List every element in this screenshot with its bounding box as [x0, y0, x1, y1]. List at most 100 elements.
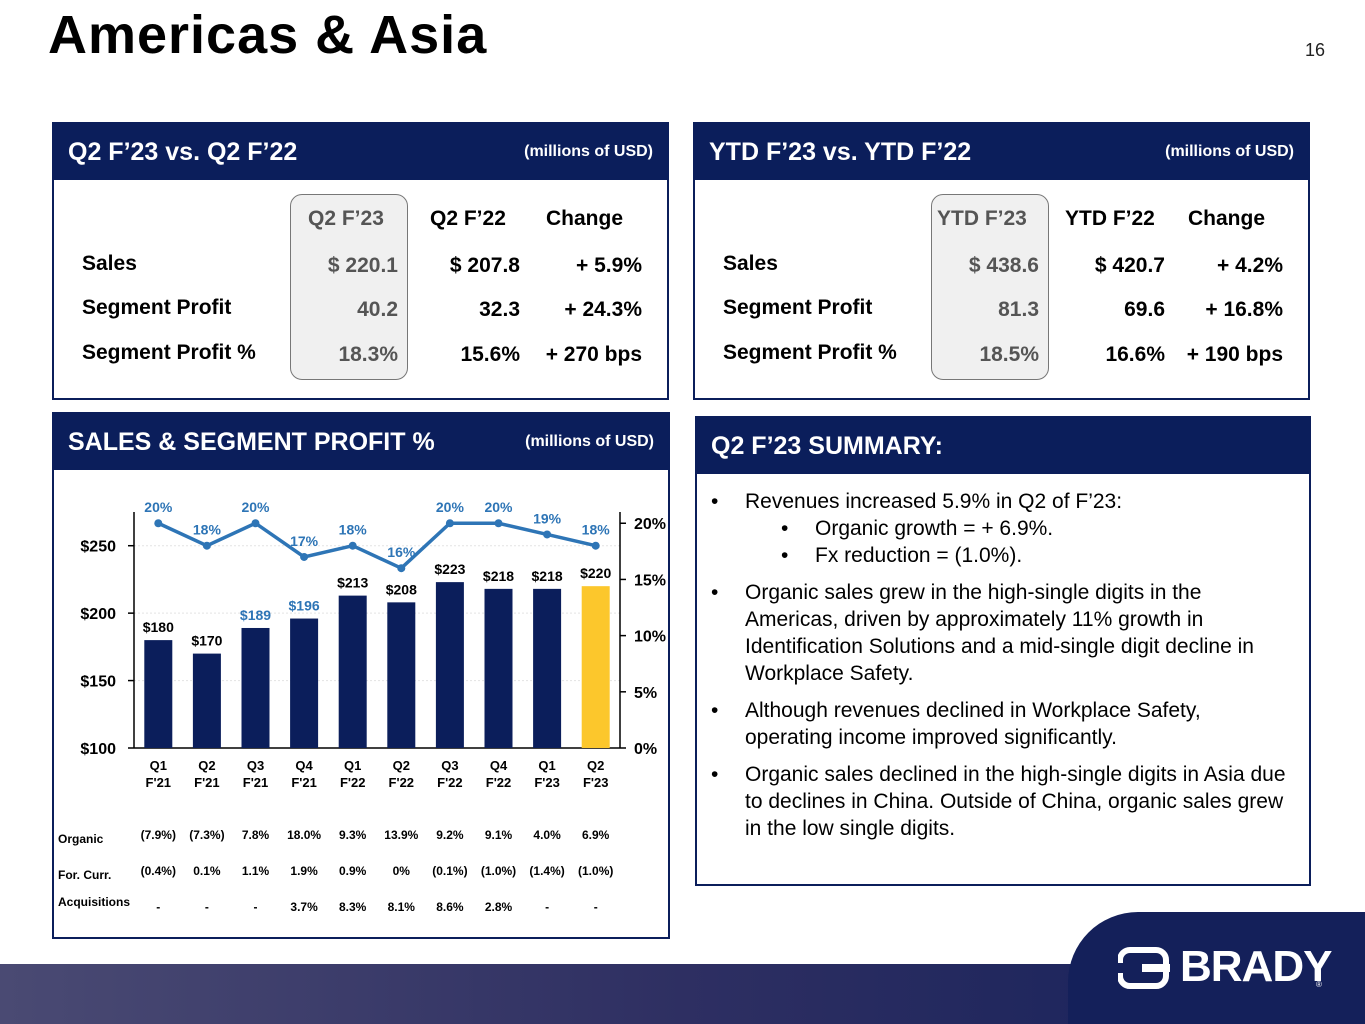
ytd-profit-pct-prior: 16.6% [1105, 343, 1165, 366]
y-left-tick-label: $150 [80, 674, 116, 691]
summary-item: • Although revenues declined in Workplac… [711, 697, 1289, 751]
growth-cell: - [253, 900, 258, 914]
ytd-col-head-prior: YTD F’22 [1065, 207, 1155, 230]
growth-cell: - [593, 900, 598, 914]
ytd-panel-unit: (millions of USD) [1165, 143, 1294, 160]
y-right-tick-label: 0% [634, 741, 657, 758]
y-right-tick-label: 5% [634, 685, 657, 702]
profit-pct-point [300, 552, 309, 561]
x-tick-label: Q3 [441, 758, 458, 773]
profit-pct-label: 20% [484, 499, 513, 515]
summary-item-text: Although revenues declined in Workplace … [745, 699, 1201, 749]
q2-row-label-profit-pct: Segment Profit % [82, 341, 256, 364]
bar-value-label: $208 [386, 581, 417, 597]
profit-pct-label: 20% [436, 499, 465, 515]
bar-value-label: $189 [240, 607, 271, 623]
summary-item: • Organic sales grew in the high-single … [711, 579, 1289, 687]
growth-cell: 0% [392, 864, 410, 878]
chart-panel-header: SALES & SEGMENT PROFIT % (millions of US… [54, 414, 668, 470]
growth-row-label: For. Curr. [58, 868, 112, 882]
summary-item: • Revenues increased 5.9% in Q2 of F’23:… [711, 488, 1289, 569]
bullet-icon: • [711, 581, 719, 604]
chart-panel-title: SALES & SEGMENT PROFIT % [68, 428, 435, 456]
x-tick-label: Q4 [490, 758, 508, 773]
q2-sales-current: $ 220.1 [327, 254, 398, 277]
ytd-sales-prior: $ 420.7 [1094, 254, 1165, 277]
growth-cell: 4.0% [533, 828, 561, 842]
summary-item-text: Organic sales declined in the high-singl… [745, 763, 1286, 840]
profit-pct-point [154, 519, 163, 528]
summary-item-text: Organic sales grew in the high-single di… [745, 581, 1254, 685]
x-tick-label: F'21 [243, 775, 269, 790]
x-tick-label: F'21 [194, 775, 220, 790]
ytd-col-head-current: YTD F’23 [937, 207, 1027, 230]
growth-cell: (1.4%) [529, 864, 565, 878]
bar [484, 588, 513, 748]
growth-row-label: Acquisitions [58, 895, 131, 909]
growth-cell: 7.8% [241, 828, 270, 842]
x-tick-label: Q4 [295, 758, 313, 773]
x-tick-label: Q2 [198, 758, 215, 773]
growth-cell: 8.3% [339, 900, 367, 914]
summary-subitem: • Organic growth = + 6.9%. [745, 515, 1289, 542]
growth-cell: 9.3% [339, 828, 367, 842]
bullet-icon: • [781, 517, 789, 540]
summary-subitem-text: Fx reduction = (1.0%). [815, 544, 1023, 567]
bar-value-label: $220 [580, 565, 611, 581]
growth-cell: (1.0%) [480, 864, 517, 878]
ytd-profit-pct-change: + 190 bps [1186, 343, 1283, 366]
ytd-current-column-highlight [931, 194, 1049, 380]
q2-sales-change: + 5.9% [576, 254, 642, 277]
q2-panel-header: Q2 F’23 vs. Q2 F’22 (millions of USD) [54, 124, 667, 180]
x-tick-label: Q3 [247, 758, 264, 773]
q2-profit-pct-prior: 15.6% [460, 343, 520, 366]
growth-cell: 0.1% [193, 864, 221, 878]
ytd-panel-title: YTD F’23 vs. YTD F’22 [709, 138, 972, 166]
registered-mark: ® [1316, 980, 1322, 989]
bullet-icon: • [711, 763, 719, 786]
profit-pct-point [348, 541, 357, 550]
growth-cell: 0.9% [339, 864, 367, 878]
x-tick-label: F'21 [291, 775, 317, 790]
brand-name: BRADY [1180, 942, 1332, 991]
bar [338, 595, 367, 748]
profit-pct-line [157, 521, 597, 571]
ytd-panel-header: YTD F’23 vs. YTD F’22 (millions of USD) [695, 124, 1308, 180]
growth-cell: 1.1% [241, 864, 270, 878]
growth-cell: (1.0%) [578, 864, 614, 878]
bullet-icon: • [711, 699, 719, 722]
bullet-icon: • [781, 544, 789, 567]
ytd-row-label-segment-profit: Segment Profit [723, 296, 873, 319]
x-tick-label: F'23 [534, 775, 560, 790]
growth-cell: (7.9%) [140, 828, 176, 842]
x-tick-label: F'21 [146, 775, 172, 790]
bar [290, 618, 319, 748]
profit-pct-point [543, 530, 552, 539]
growth-cell: 8.6% [436, 900, 464, 914]
x-tick-label: Q2 [587, 758, 604, 773]
x-tick-label: Q1 [150, 758, 167, 773]
chart-panel-unit: (millions of USD) [525, 433, 654, 450]
y-left-tick-label: $100 [80, 741, 116, 758]
brady-logo-icon [1118, 947, 1170, 989]
bar [144, 640, 173, 748]
q2-panel-unit: (millions of USD) [524, 143, 653, 160]
growth-cell: 1.9% [290, 864, 318, 878]
q2-row-label-segment-profit: Segment Profit [82, 296, 232, 319]
x-tick-label: Q2 [393, 758, 410, 773]
page-number: 16 [1304, 40, 1325, 60]
ytd-profit-prior: 69.6 [1124, 298, 1165, 321]
q2-profit-prior: 32.3 [479, 298, 520, 321]
x-tick-label: F'22 [389, 775, 415, 790]
bar-value-label: $213 [337, 575, 368, 591]
growth-cell: - [156, 900, 161, 914]
q2-comparison-panel: Q2 F’23 vs. Q2 F’22 (millions of USD) Q2… [52, 122, 669, 400]
q2-profit-pct-change: + 270 bps [545, 343, 642, 366]
profit-pct-label: 16% [387, 544, 416, 560]
summary-subitem-text: Organic growth = + 6.9%. [815, 517, 1054, 540]
profit-pct-point [202, 541, 211, 550]
profit-pct-point [445, 519, 454, 528]
bar [192, 653, 221, 748]
profit-pct-point [591, 541, 600, 550]
